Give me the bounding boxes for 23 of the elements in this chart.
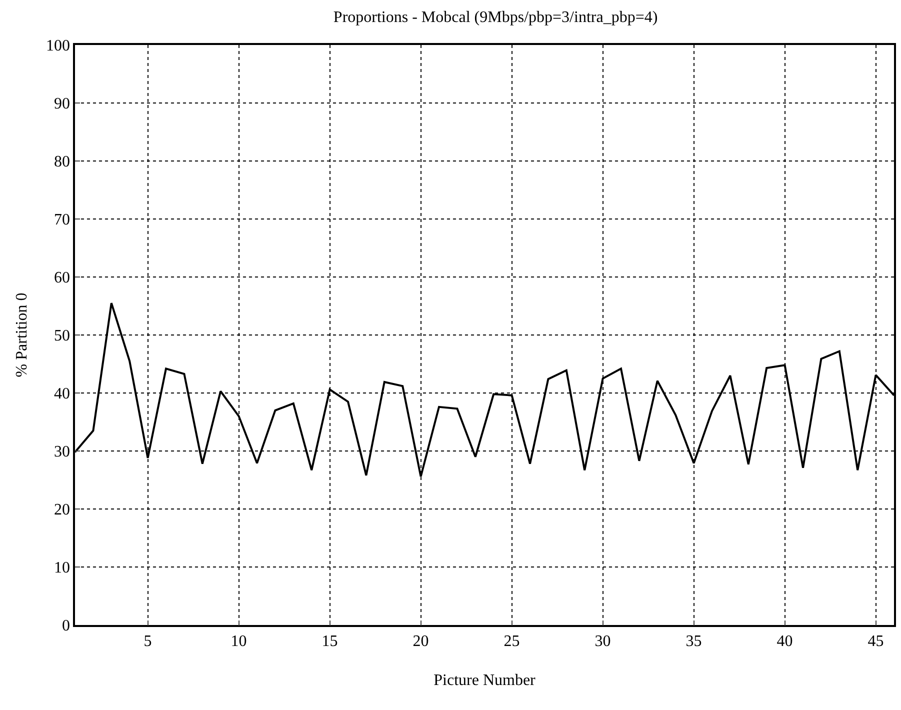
x-tick-label: 45 <box>868 632 884 650</box>
y-tick-label: 30 <box>54 444 70 461</box>
y-tick-label: 90 <box>54 96 70 113</box>
y-tick-label: 40 <box>54 386 70 403</box>
y-tick-label: 20 <box>54 502 70 519</box>
y-tick-label: 70 <box>54 212 70 229</box>
y-tick-label: 80 <box>54 154 70 171</box>
y-tick-label: 10 <box>54 560 70 577</box>
x-axis-title: Picture Number <box>434 672 536 690</box>
y-tick-label: 50 <box>54 328 70 345</box>
chart-title: Proportions - Mobcal (9Mbps/pbp=3/intra_pbp=4) <box>333 8 658 26</box>
x-tick-label: 35 <box>686 632 702 650</box>
y-tick-label: 0 <box>62 618 70 635</box>
y-tick-label: 60 <box>54 270 70 287</box>
x-tick-label: 15 <box>322 632 338 650</box>
x-tick-label: 5 <box>144 632 152 650</box>
y-axis-title: % Partition 0 <box>13 292 30 378</box>
y-tick-label: 100 <box>46 38 70 55</box>
x-tick-label: 25 <box>504 632 520 650</box>
x-tick-label: 10 <box>230 632 247 650</box>
x-tick-label: 20 <box>412 632 429 650</box>
x-tick-label: 30 <box>594 632 611 650</box>
x-tick-label: 40 <box>776 632 793 650</box>
